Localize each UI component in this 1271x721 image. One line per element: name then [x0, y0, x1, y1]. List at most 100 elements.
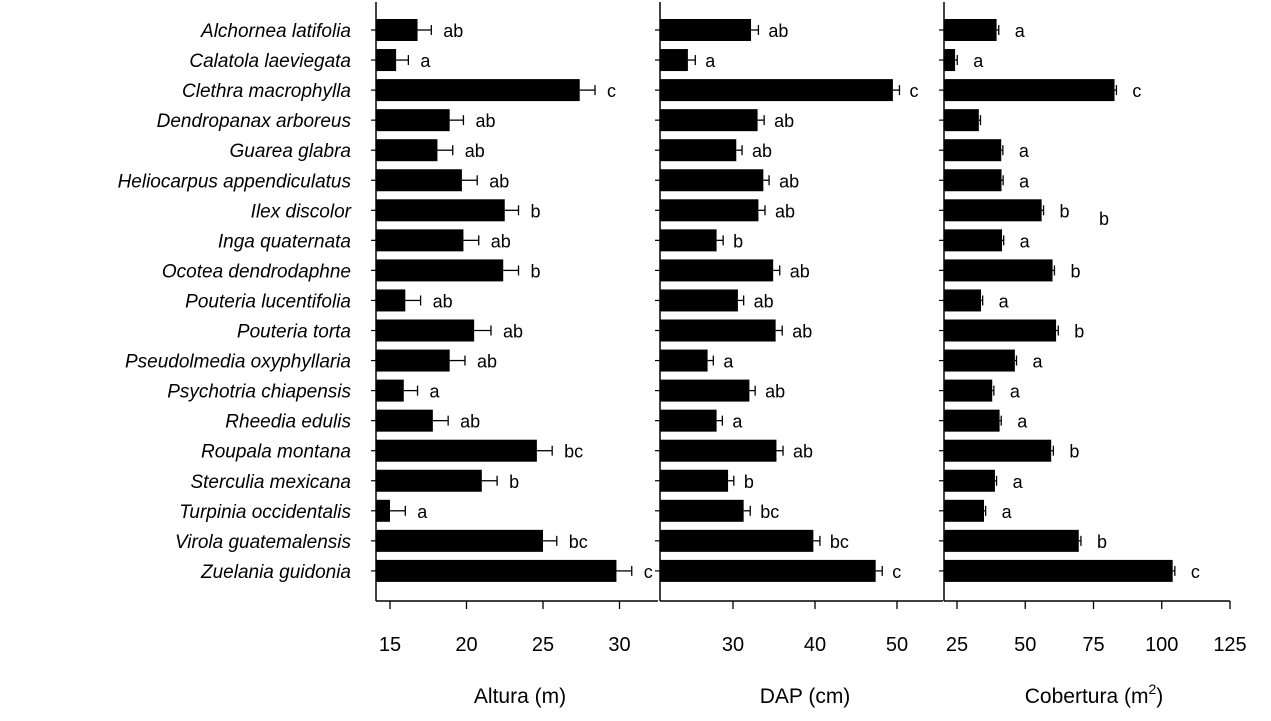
bar: [944, 379, 993, 402]
species-label: Rheedia edulis: [225, 412, 351, 433]
significance-letter: a: [1017, 412, 1028, 432]
bar: [376, 349, 450, 372]
significance-letter: b: [531, 261, 541, 281]
significance-letter: a: [732, 412, 743, 432]
significance-letter: a: [1020, 231, 1031, 251]
species-label: Zuelania guidonia: [200, 562, 351, 583]
bar: [944, 529, 1079, 552]
bar: [944, 199, 1042, 222]
significance-letter: a: [705, 51, 716, 71]
species-label: Sterculia mexicana: [190, 472, 351, 493]
bar: [660, 169, 764, 192]
bar: [660, 469, 729, 492]
significance-letter: ab: [491, 231, 511, 251]
significance-letter: ab: [793, 442, 813, 462]
significance-letter: b: [744, 472, 754, 492]
bar: [376, 79, 580, 102]
bar: [944, 469, 995, 492]
significance-letter: ab: [774, 111, 794, 131]
bar: [376, 469, 482, 492]
bar: [660, 559, 876, 582]
x-label-cobertura: Cobertura (m2): [1025, 681, 1164, 708]
bar: [660, 319, 776, 342]
bar: [376, 289, 406, 312]
bar: [660, 199, 759, 222]
x-tick-label: 50: [886, 634, 908, 656]
species-label: Virola guatemalensis: [175, 532, 352, 553]
significance-letter: a: [1019, 171, 1030, 191]
bar: [660, 139, 737, 162]
significance-letter: bc: [830, 532, 849, 552]
significance-letter: c: [1132, 81, 1141, 101]
significance-letter: ab: [754, 291, 774, 311]
bar: [376, 559, 617, 582]
bar: [944, 229, 1003, 252]
significance-letter: a: [723, 352, 734, 372]
x-tick-label: 50: [1014, 634, 1036, 656]
significance-letter: a: [430, 382, 441, 402]
significance-letter: b: [1060, 201, 1070, 221]
x-tick-label: 40: [804, 634, 826, 656]
significance-letter: a: [1010, 382, 1021, 402]
x-tick-label: 25: [532, 634, 554, 656]
species-label: Pouteria lucentifolia: [185, 291, 351, 312]
significance-letter: ab: [475, 111, 495, 131]
stray-letter: b: [1099, 209, 1109, 229]
bar: [944, 319, 1057, 342]
bar: [376, 409, 433, 432]
bar: [660, 49, 688, 72]
significance-letter: b: [531, 201, 541, 221]
significance-letter: a: [1002, 502, 1013, 522]
bar: [660, 109, 758, 132]
significance-letter: ab: [752, 141, 772, 161]
significance-letter: ab: [460, 412, 480, 432]
x-tick-label: 25: [946, 634, 968, 656]
significance-letter: ab: [465, 141, 485, 161]
x-label-cobertura-sup: 2: [1148, 681, 1156, 697]
significance-letter: ab: [792, 322, 812, 342]
bar: [944, 169, 1002, 192]
significance-letter: c: [644, 562, 653, 582]
significance-letter: b: [733, 231, 743, 251]
bar: [376, 379, 404, 402]
bar: [944, 559, 1173, 582]
bar: [660, 499, 744, 522]
significance-letter: b: [1070, 261, 1080, 281]
species-label: Roupala montana: [201, 442, 351, 463]
x-tick-label: 15: [379, 634, 401, 656]
x-label-cobertura-text: Cobertura (m: [1025, 685, 1149, 708]
significance-letter: ab: [779, 171, 799, 191]
bar: [376, 499, 390, 522]
bar: [944, 109, 979, 132]
significance-letter: b: [1097, 532, 1107, 552]
bar: [376, 229, 464, 252]
x-label-altura: Altura (m): [474, 685, 566, 708]
significance-letter: ab: [503, 322, 523, 342]
bar: [376, 439, 537, 462]
significance-letter: c: [1191, 562, 1200, 582]
significance-letter: c: [892, 562, 901, 582]
significance-letter: ab: [477, 352, 497, 372]
species-label: Clethra macrophylla: [182, 81, 351, 102]
significance-letter: a: [1013, 472, 1024, 492]
significance-letter: bc: [760, 502, 779, 522]
species-label: Alchornea latifolia: [200, 21, 351, 42]
significance-letter: c: [607, 81, 616, 101]
x-tick-label: 20: [455, 634, 477, 656]
significance-letter: c: [909, 81, 918, 101]
bar: [376, 259, 504, 282]
x-tick-label: 30: [608, 634, 630, 656]
bar: [660, 529, 814, 552]
significance-letter: ab: [443, 21, 463, 41]
species-label: Dendropanax arboreus: [157, 111, 352, 132]
bar: [944, 259, 1053, 282]
bar: [944, 19, 997, 41]
species-label: Ilex discolor: [251, 201, 352, 222]
significance-letter: a: [999, 291, 1010, 311]
bar: [944, 79, 1115, 102]
species-labels: Alchornea latifolia Calatola laeviegata Cl…: [118, 21, 352, 583]
x-label-dap: DAP (cm): [760, 685, 851, 708]
